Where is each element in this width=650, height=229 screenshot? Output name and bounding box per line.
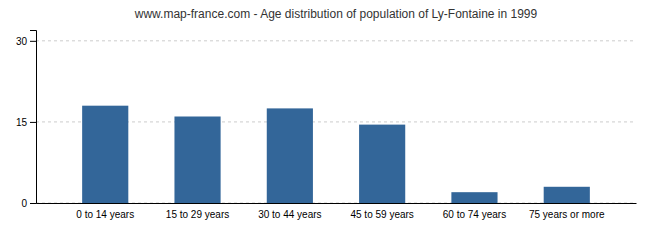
- tick: 0 to 14 years: [76, 209, 134, 220]
- tick: 75 years or more: [529, 209, 605, 220]
- tick-label: 30 to 44 years: [258, 209, 321, 220]
- bar: [82, 106, 128, 203]
- bar: [267, 108, 313, 203]
- tick-label: 15: [16, 117, 28, 128]
- tick: 60 to 74 years: [443, 209, 506, 220]
- tick-label: 0: [21, 198, 27, 209]
- tick-mark: [30, 203, 36, 204]
- y-axis: 0 15 30: [16, 31, 37, 209]
- tick-label: 30: [16, 36, 28, 47]
- plot-area: 0 15 30 0 to 14 years 15 to 29 years 30 to 44…: [16, 31, 637, 221]
- tick-label: 15 to 29 years: [166, 209, 229, 220]
- title: www.map-france.com - Age distribution of…: [134, 7, 538, 21]
- bar: [451, 192, 497, 203]
- tick-label: 75 years or more: [529, 209, 605, 220]
- bar: [174, 117, 220, 204]
- grid-line: [36, 40, 636, 41]
- tick-label: 60 to 74 years: [443, 209, 506, 220]
- tick: 15 to 29 years: [166, 209, 229, 220]
- x-axis: 0 to 14 years 15 to 29 years 30 to 44 year…: [37, 204, 637, 221]
- tick-label: 45 to 59 years: [350, 209, 413, 220]
- chart: 0 15 30 0 to 14 years 15 to 29 years 30 to 44…: [0, 0, 650, 229]
- tick-label: 0 to 14 years: [76, 209, 134, 220]
- tick: 30 to 44 years: [258, 209, 321, 220]
- tick: 45 to 59 years: [350, 209, 413, 220]
- bar: [359, 125, 405, 203]
- bars: [82, 106, 590, 203]
- grid: [36, 41, 636, 203]
- tick: 30: [16, 36, 36, 47]
- tick-mark: [30, 122, 36, 123]
- tick-mark: [30, 41, 36, 42]
- tick: 15: [16, 117, 36, 128]
- axis-line: [37, 203, 637, 204]
- axis-line: [30, 31, 37, 204]
- tick: 0: [21, 198, 36, 209]
- bar: [544, 187, 590, 203]
